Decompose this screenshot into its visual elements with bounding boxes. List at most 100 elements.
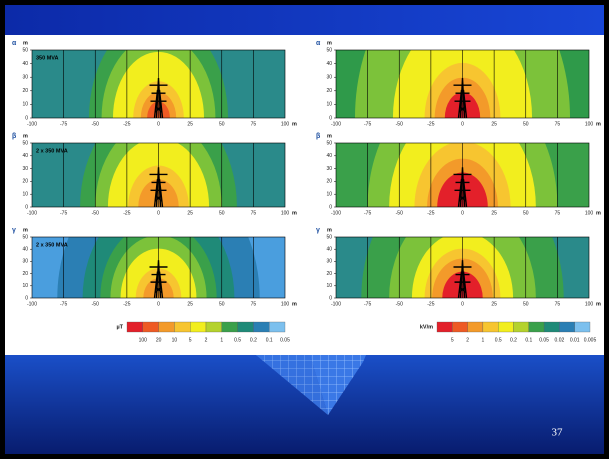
y-tick-label: 40 [326, 247, 332, 253]
x-unit: m [292, 301, 297, 307]
legend-unit: kV/m [420, 324, 433, 330]
panel-label: β [12, 133, 17, 140]
y-tick-label: 20 [326, 88, 332, 94]
legend-label: 2 [205, 337, 208, 343]
y-unit: m [23, 227, 28, 233]
y-tick-label: 10 [326, 283, 332, 289]
x-tick-label: 75 [251, 210, 257, 216]
legend-swatch [498, 322, 513, 332]
y-unit: m [23, 40, 28, 46]
y-unit: m [327, 133, 332, 139]
y-tick-label: 0 [25, 204, 28, 210]
legend-swatch [452, 322, 467, 332]
legend-label: 0.2 [510, 337, 517, 343]
x-tick-label: -100 [27, 121, 37, 127]
annotation: 2 x 350 MVA [36, 148, 68, 154]
y-tick-label: 10 [326, 102, 332, 108]
legend-label: 0.5 [234, 337, 241, 343]
legend-label: 2 [466, 337, 469, 343]
y-tick-label: 10 [22, 192, 28, 198]
x-tick-label: 25 [491, 121, 497, 127]
legend-label: 0.05 [539, 337, 549, 343]
x-tick-label: -75 [60, 301, 67, 307]
page-number: 37 [552, 427, 564, 439]
x-tick-label: 50 [219, 121, 225, 127]
legend-swatch [575, 322, 590, 332]
y-tick-label: 50 [326, 140, 332, 146]
x-tick-label: -75 [364, 210, 371, 216]
legend-swatch [483, 322, 498, 332]
x-tick-label: 25 [187, 210, 193, 216]
legend-label: 0.1 [266, 337, 273, 343]
x-unit: m [292, 121, 297, 127]
x-tick-label: -100 [27, 301, 37, 307]
legend-label: 0.02 [555, 337, 565, 343]
x-tick-label: 100 [585, 121, 594, 127]
legend-swatch [559, 322, 574, 332]
x-tick-label: -25 [123, 210, 130, 216]
x-tick-label: 100 [585, 210, 594, 216]
annotation: 2 x 350 MVA [36, 242, 68, 248]
x-unit: m [596, 121, 601, 127]
legend-swatch [190, 322, 206, 332]
legend-label: 10 [172, 337, 178, 343]
x-tick-label: -25 [427, 121, 434, 127]
x-tick-label: 25 [187, 121, 193, 127]
legend-swatch [159, 322, 175, 332]
legend-swatch [529, 322, 544, 332]
y-tick-label: 30 [326, 259, 332, 265]
legend-swatch [222, 322, 238, 332]
y-tick-label: 40 [22, 247, 28, 253]
legend-label: 5 [451, 337, 454, 343]
y-unit: m [327, 227, 332, 233]
x-tick-label: 0 [461, 301, 464, 307]
legend-swatch [143, 322, 159, 332]
x-tick-label: -50 [92, 121, 99, 127]
x-tick-label: 100 [281, 121, 290, 127]
x-tick-label: -75 [364, 121, 371, 127]
panel-label: γ [316, 227, 320, 234]
legend-label: 100 [139, 337, 148, 343]
legend-swatch [127, 322, 143, 332]
x-tick-label: -25 [123, 301, 130, 307]
x-tick-label: 0 [461, 121, 464, 127]
x-tick-label: 50 [523, 301, 529, 307]
x-tick-label: -50 [396, 301, 403, 307]
y-tick-label: 0 [329, 295, 332, 301]
y-tick-label: 20 [22, 179, 28, 185]
y-unit: m [327, 40, 332, 46]
legend-swatch [269, 322, 285, 332]
x-tick-label: -100 [331, 210, 341, 216]
y-tick-label: 40 [22, 61, 28, 67]
x-tick-label: -75 [364, 301, 371, 307]
y-tick-label: 20 [22, 271, 28, 277]
x-tick-label: -100 [331, 301, 341, 307]
x-tick-label: 25 [491, 301, 497, 307]
panel-label: α [12, 40, 17, 47]
x-tick-label: 0 [157, 121, 160, 127]
x-tick-label: 100 [585, 301, 594, 307]
x-tick-label: -100 [27, 210, 37, 216]
y-tick-label: 0 [25, 295, 28, 301]
legend-label: 0.005 [584, 337, 597, 343]
legend-label: 0.05 [280, 337, 290, 343]
legend-unit: µT [116, 324, 123, 330]
x-tick-label: 75 [251, 301, 257, 307]
legend-swatch [253, 322, 269, 332]
y-tick-label: 40 [22, 153, 28, 159]
x-unit: m [596, 301, 601, 307]
legend-swatch [437, 322, 452, 332]
legend-label: 20 [156, 337, 162, 343]
annotation: 350 MVA [36, 55, 59, 61]
x-tick-label: 75 [555, 210, 561, 216]
x-tick-label: -25 [427, 210, 434, 216]
x-tick-label: 50 [523, 121, 529, 127]
x-tick-label: 50 [219, 210, 225, 216]
y-tick-label: 50 [22, 140, 28, 146]
header-band [5, 5, 604, 35]
x-tick-label: 100 [281, 301, 290, 307]
x-tick-label: -100 [331, 121, 341, 127]
y-tick-label: 30 [326, 75, 332, 81]
y-tick-label: 30 [22, 259, 28, 265]
x-tick-label: -50 [396, 210, 403, 216]
